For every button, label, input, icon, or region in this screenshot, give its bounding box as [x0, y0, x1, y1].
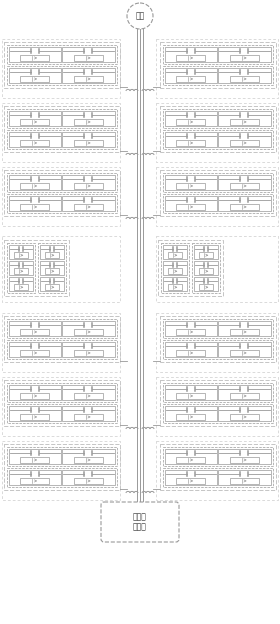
Text: 电机: 电机 — [135, 11, 145, 21]
Text: 三相交
流电源: 三相交 流电源 — [133, 512, 147, 532]
